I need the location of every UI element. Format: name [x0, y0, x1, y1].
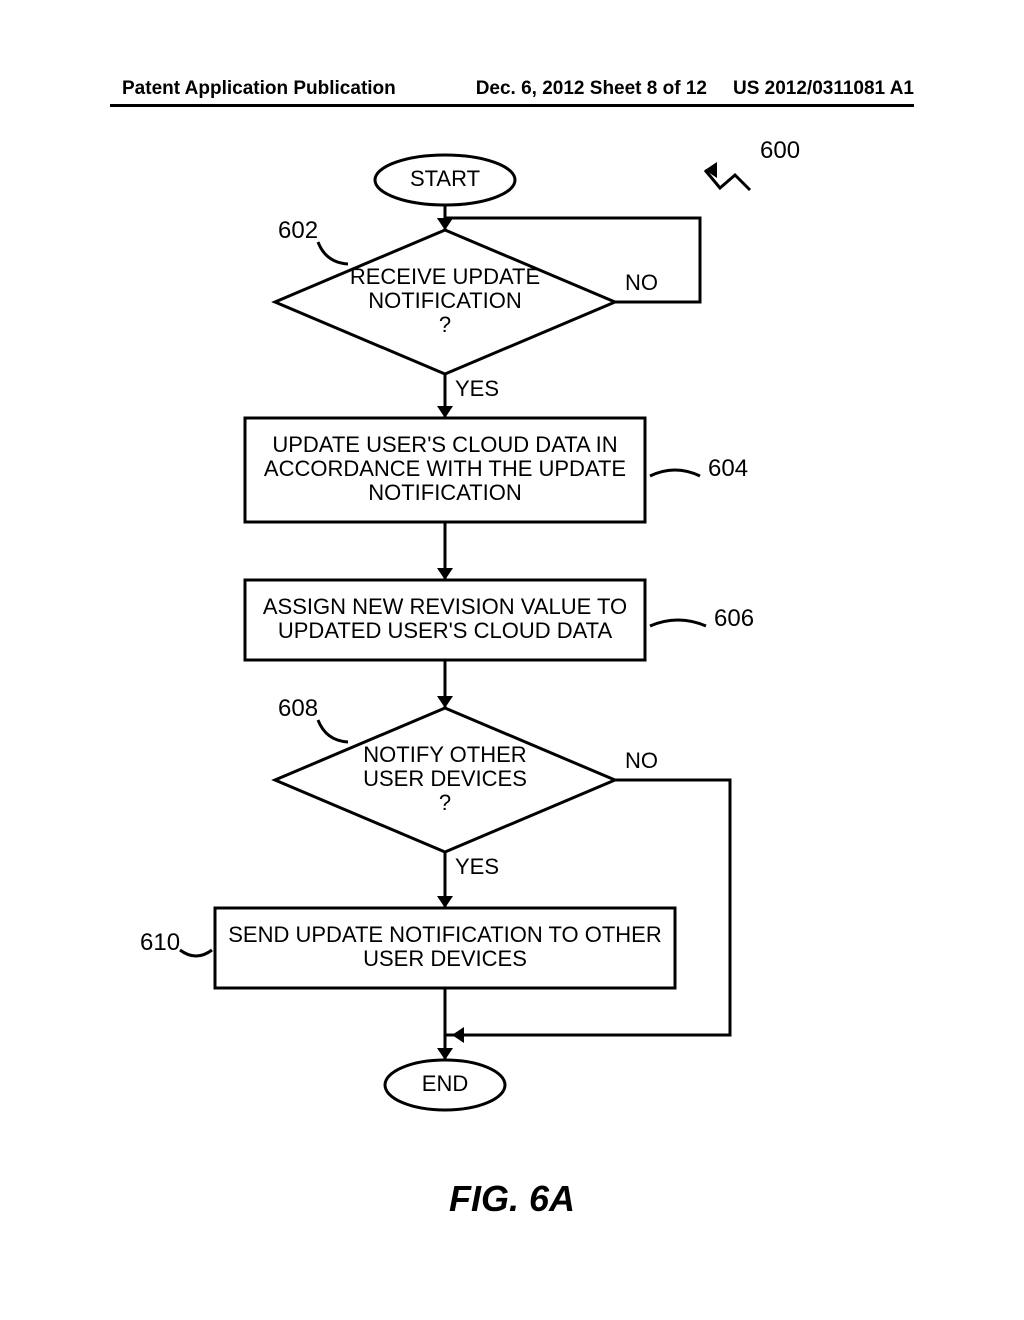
- svg-text:END: END: [422, 1071, 468, 1096]
- svg-text:START: START: [410, 166, 480, 191]
- flowchart: YESNOYESNOSTARTRECEIVE UPDATENOTIFICATIO…: [0, 130, 1024, 1140]
- svg-text:?: ?: [439, 312, 451, 337]
- svg-text:ASSIGN NEW REVISION VALUE TO: ASSIGN NEW REVISION VALUE TO: [263, 594, 627, 619]
- svg-text:?: ?: [439, 790, 451, 815]
- svg-text:NO: NO: [625, 270, 658, 295]
- svg-text:NOTIFICATION: NOTIFICATION: [368, 480, 522, 505]
- svg-text:UPDATED USER'S CLOUD DATA: UPDATED USER'S CLOUD DATA: [278, 618, 613, 643]
- svg-text:USER DEVICES: USER DEVICES: [363, 946, 527, 971]
- svg-text:UPDATE USER'S CLOUD DATA IN: UPDATE USER'S CLOUD DATA IN: [272, 432, 617, 457]
- header-rule: [110, 104, 914, 107]
- svg-text:YES: YES: [455, 376, 499, 401]
- header-left: Patent Application Publication: [122, 78, 396, 100]
- svg-text:600: 600: [760, 137, 800, 164]
- figure-title: FIG. 6A: [0, 1178, 1024, 1220]
- header-center: Dec. 6, 2012 Sheet 8 of 12: [476, 78, 707, 100]
- svg-text:NOTIFY OTHER: NOTIFY OTHER: [363, 742, 526, 767]
- svg-text:RECEIVE UPDATE: RECEIVE UPDATE: [350, 264, 540, 289]
- svg-text:610: 610: [140, 929, 180, 956]
- svg-text:NOTIFICATION: NOTIFICATION: [368, 288, 522, 313]
- svg-text:604: 604: [708, 455, 748, 482]
- svg-text:602: 602: [278, 217, 318, 244]
- svg-text:SEND UPDATE NOTIFICATION TO OT: SEND UPDATE NOTIFICATION TO OTHER: [228, 922, 662, 947]
- svg-text:606: 606: [714, 605, 754, 632]
- svg-text:608: 608: [278, 695, 318, 722]
- header-right: US 2012/0311081 A1: [733, 78, 914, 100]
- svg-text:NO: NO: [625, 748, 658, 773]
- svg-text:ACCORDANCE WITH THE UPDATE: ACCORDANCE WITH THE UPDATE: [264, 456, 626, 481]
- svg-text:YES: YES: [455, 854, 499, 879]
- page-header: Patent Application Publication Dec. 6, 2…: [0, 78, 1024, 100]
- svg-text:USER DEVICES: USER DEVICES: [363, 766, 527, 791]
